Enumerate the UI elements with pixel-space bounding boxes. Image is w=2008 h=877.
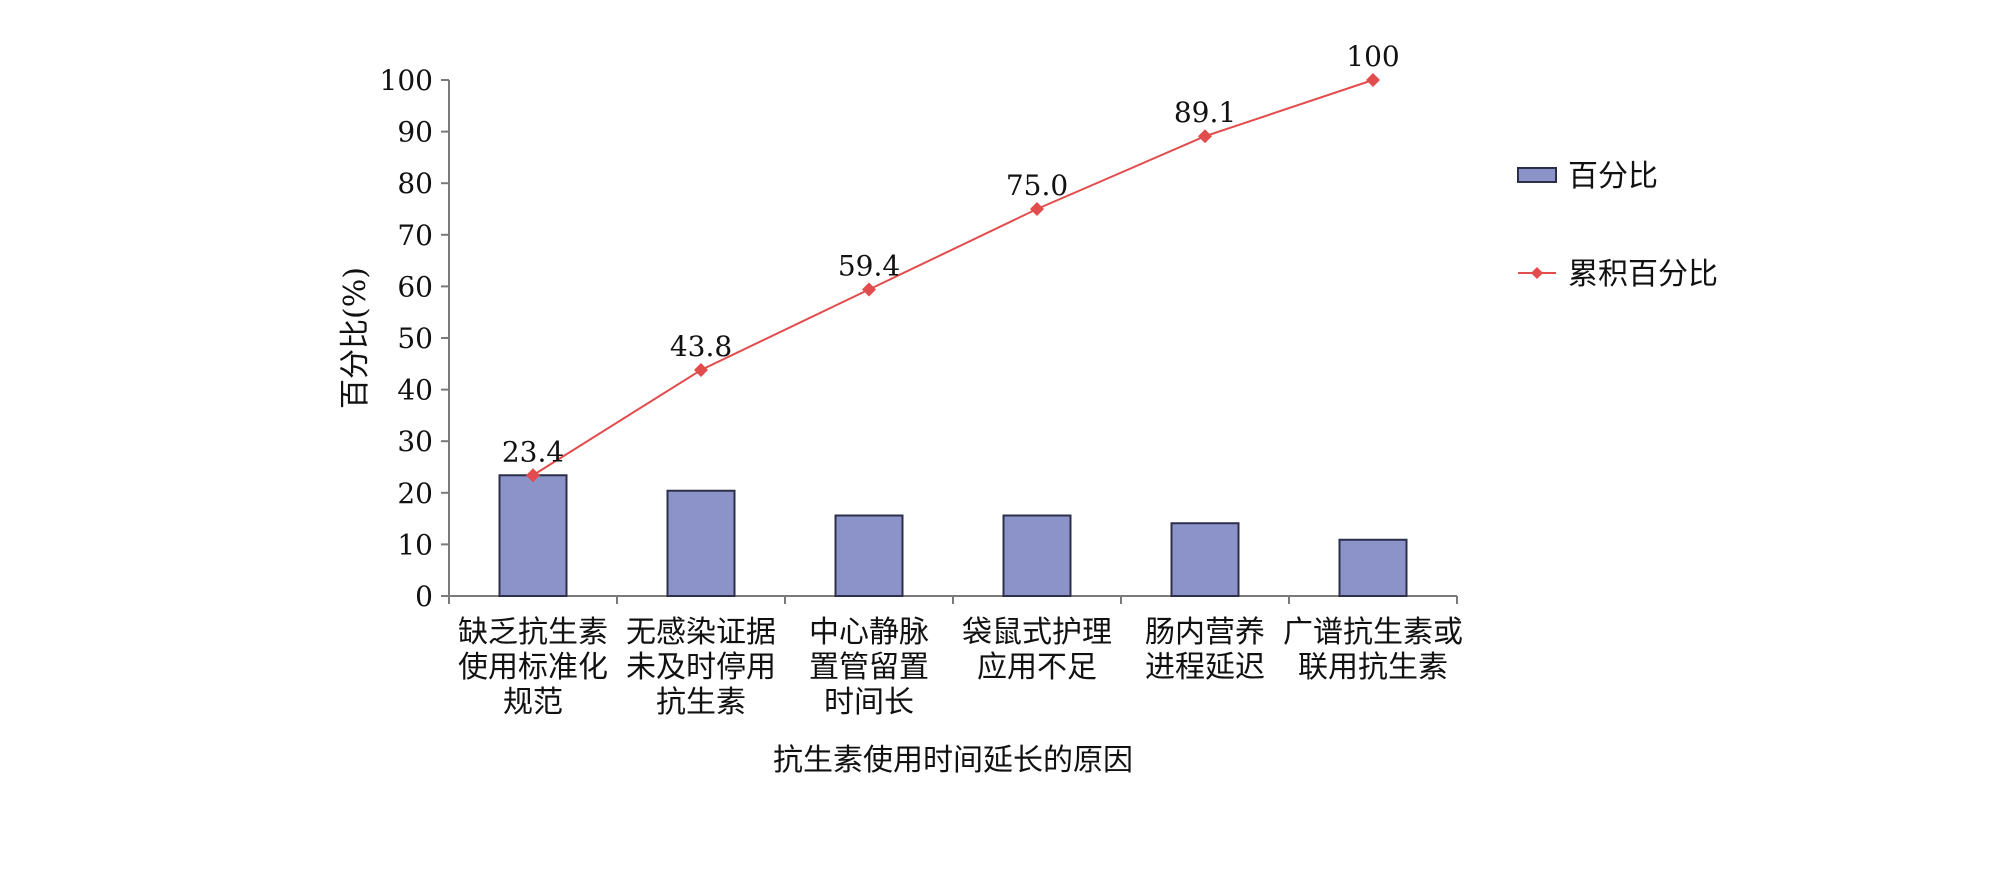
x-category-label: 肠内营养进程延迟 bbox=[1145, 615, 1265, 685]
y-tick-label: 90 bbox=[397, 116, 433, 149]
line-point bbox=[694, 362, 708, 377]
x-category-label-line: 肠内营养 bbox=[1145, 615, 1265, 650]
bar bbox=[498, 474, 568, 598]
legend-line-label: 累积百分比 bbox=[1568, 257, 1718, 292]
y-tick-label: 50 bbox=[397, 322, 433, 355]
line-data-label: 89.1 bbox=[1174, 96, 1236, 129]
y-tick-label: 100 bbox=[380, 64, 433, 97]
labels: 23.4 43.8 59.4 75.0 89.1 100 bbox=[502, 40, 1400, 468]
bar bbox=[1170, 522, 1240, 598]
y-tick-label: 70 bbox=[397, 219, 433, 252]
y-tick-label: 40 bbox=[397, 374, 433, 407]
x-category-label-line: 中心静脉 bbox=[809, 615, 929, 650]
x-category-label-line: 进程延迟 bbox=[1145, 650, 1265, 685]
x-category-label-line: 使用标准化 bbox=[458, 650, 608, 685]
x-category-label-line: 广谱抗生素或 bbox=[1283, 615, 1463, 650]
x-category-label-line: 应用不足 bbox=[977, 650, 1097, 685]
x-category-label: 缺乏抗生素使用标准化规范 bbox=[458, 615, 608, 720]
x-category-label-line: 缺乏抗生素 bbox=[458, 615, 608, 650]
x-category-label-line: 规范 bbox=[503, 685, 563, 720]
line-data-label: 23.4 bbox=[502, 435, 564, 468]
bars bbox=[498, 474, 1408, 598]
line-data-label: 59.4 bbox=[838, 249, 900, 282]
legend-bar-swatch bbox=[1517, 167, 1557, 183]
x-category-label-line: 袋鼠式护理 bbox=[962, 615, 1112, 650]
x-category-label: 袋鼠式护理应用不足 bbox=[962, 615, 1112, 685]
x-category-label-line: 置管留置 bbox=[809, 650, 929, 685]
line-data-label: 43.8 bbox=[670, 330, 732, 363]
y-axis-title: 百分比(%) bbox=[338, 267, 373, 409]
cumulative-line bbox=[526, 73, 1380, 483]
axes: 0102030405060708090100缺乏抗生素使用标准化规范无感染证据未… bbox=[338, 64, 1463, 778]
x-category-label-line: 时间长 bbox=[824, 685, 914, 720]
x-category-label-line: 联用抗生素 bbox=[1298, 650, 1448, 685]
y-tick-label: 10 bbox=[397, 528, 433, 561]
bar bbox=[1338, 538, 1408, 597]
line-point bbox=[1366, 73, 1380, 87]
legend-bar-label: 百分比 bbox=[1568, 159, 1658, 194]
x-category-label: 广谱抗生素或联用抗生素 bbox=[1283, 615, 1463, 685]
x-category-label-line: 无感染证据 bbox=[626, 615, 776, 650]
y-tick-label: 80 bbox=[397, 167, 433, 200]
line-point bbox=[1030, 202, 1044, 216]
x-category-label: 中心静脉置管留置时间长 bbox=[809, 615, 929, 720]
bar bbox=[1002, 514, 1072, 598]
bar bbox=[834, 514, 904, 598]
y-tick-label: 0 bbox=[415, 580, 433, 613]
y-tick-label: 20 bbox=[397, 477, 433, 510]
legend-line-marker bbox=[1531, 267, 1543, 279]
bar bbox=[666, 489, 736, 597]
line-data-label: 75.0 bbox=[1006, 169, 1068, 202]
line-point bbox=[526, 468, 540, 483]
y-tick-label: 30 bbox=[397, 425, 433, 458]
y-tick-label: 60 bbox=[397, 270, 433, 303]
x-category-label-line: 未及时停用 bbox=[626, 650, 776, 685]
cumulative-line-path bbox=[532, 79, 1374, 477]
x-category-label: 无感染证据未及时停用抗生素 bbox=[626, 615, 776, 720]
line-data-label: 100 bbox=[1346, 40, 1399, 73]
line-point bbox=[862, 282, 876, 297]
line-point bbox=[1198, 129, 1212, 144]
x-category-label-line: 抗生素 bbox=[656, 685, 746, 720]
x-axis-title: 抗生素使用时间延长的原因 bbox=[773, 743, 1133, 778]
